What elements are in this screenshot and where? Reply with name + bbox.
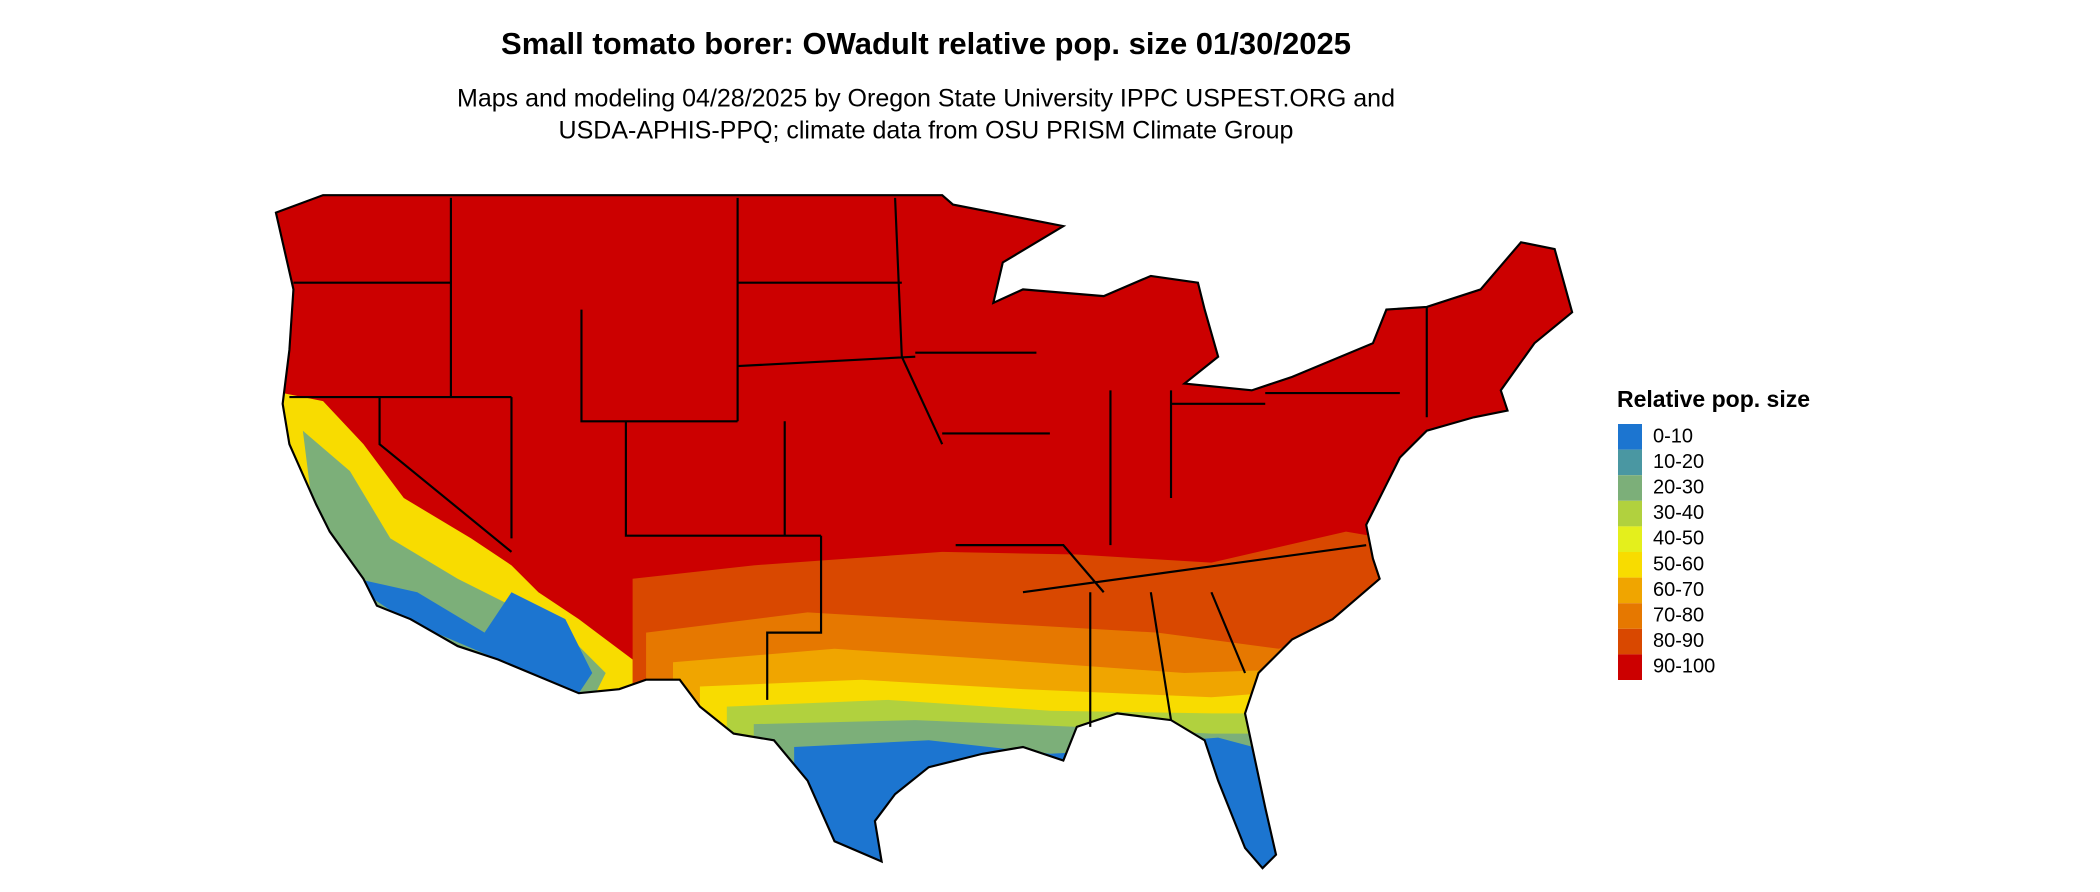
subtitle: USDA-APHIS-PPQ; climate data from OSU PR… bbox=[559, 117, 1294, 145]
legend-label: 50-60 bbox=[1653, 553, 1704, 575]
legend-label: 10-20 bbox=[1653, 451, 1704, 473]
legend-swatch bbox=[1618, 628, 1642, 655]
legend-label: 70-80 bbox=[1653, 604, 1704, 626]
legend-label: 80-90 bbox=[1653, 630, 1704, 652]
legend-label: 30-40 bbox=[1653, 502, 1704, 524]
legend-title: Relative pop. size bbox=[1617, 386, 1810, 412]
legend-swatch bbox=[1618, 577, 1642, 604]
legend-label: 20-30 bbox=[1653, 476, 1704, 498]
legend-swatch bbox=[1618, 603, 1642, 629]
legend-swatch bbox=[1618, 424, 1642, 450]
legend-swatch bbox=[1618, 449, 1642, 476]
us-map bbox=[274, 194, 1574, 870]
legend-label: 0-10 bbox=[1653, 425, 1693, 447]
legend-label: 60-70 bbox=[1653, 579, 1704, 601]
legend: 0-10 10-20 20-30 30-40 40-50 50-60 60-70 70-80 8… bbox=[1618, 424, 1715, 680]
legend-swatch bbox=[1618, 475, 1642, 501]
legend-label: 90-100 bbox=[1653, 656, 1715, 678]
legend-swatch bbox=[1618, 654, 1642, 680]
subtitle: Maps and modeling 04/28/2025 by Oregon S… bbox=[457, 85, 1395, 113]
title: Small tomato borer: OWadult relative pop… bbox=[501, 26, 1351, 61]
legend-swatch bbox=[1618, 500, 1642, 527]
legend-swatch bbox=[1618, 552, 1642, 578]
legend-swatch bbox=[1618, 526, 1642, 552]
legend-label: 40-50 bbox=[1653, 528, 1704, 550]
